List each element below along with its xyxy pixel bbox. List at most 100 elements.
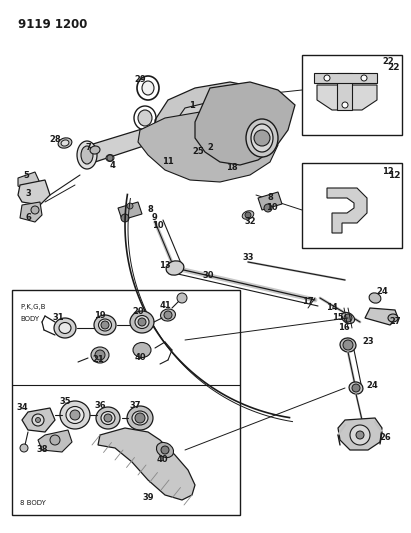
Text: 27: 27 <box>389 318 401 327</box>
Circle shape <box>70 410 80 420</box>
Ellipse shape <box>127 406 153 430</box>
Text: 18: 18 <box>226 164 238 173</box>
Text: 8: 8 <box>147 206 153 214</box>
Text: 15: 15 <box>332 313 344 322</box>
Polygon shape <box>337 73 352 110</box>
Text: 30: 30 <box>202 271 214 279</box>
Ellipse shape <box>106 155 114 161</box>
Text: 36: 36 <box>94 400 106 409</box>
Text: 22: 22 <box>388 63 400 72</box>
Circle shape <box>344 314 352 322</box>
Text: 17: 17 <box>302 297 314 306</box>
Ellipse shape <box>81 146 93 164</box>
Ellipse shape <box>59 322 71 334</box>
Text: 9119 1200: 9119 1200 <box>18 18 88 31</box>
Text: 22: 22 <box>382 58 394 67</box>
Ellipse shape <box>388 314 398 322</box>
Ellipse shape <box>61 140 69 146</box>
Ellipse shape <box>133 343 151 358</box>
Circle shape <box>235 157 245 167</box>
Text: 19: 19 <box>94 311 106 319</box>
Text: 24: 24 <box>376 287 388 296</box>
Text: 4: 4 <box>109 160 115 169</box>
Polygon shape <box>22 408 55 432</box>
Ellipse shape <box>369 293 381 303</box>
Polygon shape <box>314 73 377 83</box>
Circle shape <box>121 214 129 222</box>
Text: 35: 35 <box>59 398 71 407</box>
Circle shape <box>31 206 39 214</box>
Polygon shape <box>173 148 192 165</box>
Circle shape <box>264 204 272 212</box>
Circle shape <box>127 203 133 209</box>
Text: 10: 10 <box>152 222 164 230</box>
Ellipse shape <box>101 411 115 424</box>
Circle shape <box>164 311 172 319</box>
Ellipse shape <box>342 312 355 324</box>
Bar <box>302 55 402 135</box>
Circle shape <box>324 75 330 81</box>
Text: 33: 33 <box>242 254 254 262</box>
Ellipse shape <box>157 442 173 457</box>
Circle shape <box>342 102 348 108</box>
Circle shape <box>101 321 109 329</box>
Polygon shape <box>155 82 285 178</box>
Ellipse shape <box>96 407 120 429</box>
Ellipse shape <box>233 153 247 171</box>
Circle shape <box>193 148 207 162</box>
Text: 40: 40 <box>134 353 146 362</box>
Polygon shape <box>18 172 40 190</box>
Circle shape <box>350 425 370 445</box>
Text: P,K,G,B: P,K,G,B <box>20 304 46 310</box>
Circle shape <box>352 384 360 392</box>
Text: 21: 21 <box>92 356 104 365</box>
Circle shape <box>135 413 145 423</box>
Circle shape <box>356 431 364 439</box>
Text: 38: 38 <box>36 446 48 455</box>
Circle shape <box>197 152 203 158</box>
Ellipse shape <box>58 138 72 148</box>
Bar <box>12 290 240 515</box>
Ellipse shape <box>54 318 76 338</box>
Circle shape <box>245 212 251 218</box>
Text: 10: 10 <box>266 204 278 213</box>
Polygon shape <box>118 202 142 220</box>
Polygon shape <box>195 82 295 165</box>
Ellipse shape <box>206 120 224 140</box>
Circle shape <box>95 350 105 360</box>
Text: 25: 25 <box>192 148 204 157</box>
Circle shape <box>343 340 353 350</box>
Circle shape <box>35 417 41 423</box>
Text: 11: 11 <box>162 157 174 166</box>
Ellipse shape <box>340 338 356 352</box>
Ellipse shape <box>94 315 116 335</box>
Text: 16: 16 <box>338 324 350 333</box>
Polygon shape <box>18 180 50 205</box>
Text: 31: 31 <box>52 313 64 322</box>
Ellipse shape <box>90 146 100 154</box>
Polygon shape <box>80 125 168 162</box>
Ellipse shape <box>66 407 84 424</box>
Text: 5: 5 <box>23 171 29 180</box>
Polygon shape <box>365 308 398 325</box>
Ellipse shape <box>251 124 273 152</box>
Circle shape <box>104 414 112 422</box>
Text: 32: 32 <box>244 217 256 227</box>
Ellipse shape <box>77 141 97 169</box>
Polygon shape <box>258 192 282 210</box>
Ellipse shape <box>246 119 278 157</box>
Text: 29: 29 <box>134 76 146 85</box>
Circle shape <box>209 124 221 136</box>
Text: 8: 8 <box>267 193 273 203</box>
Circle shape <box>50 435 60 445</box>
Ellipse shape <box>161 309 175 321</box>
Ellipse shape <box>132 411 148 425</box>
Polygon shape <box>98 428 195 500</box>
Text: 9: 9 <box>151 214 157 222</box>
Ellipse shape <box>349 382 363 394</box>
Ellipse shape <box>99 319 111 331</box>
Text: 28: 28 <box>49 135 61 144</box>
Ellipse shape <box>138 110 152 126</box>
Ellipse shape <box>135 316 149 328</box>
Text: 3: 3 <box>25 189 31 198</box>
